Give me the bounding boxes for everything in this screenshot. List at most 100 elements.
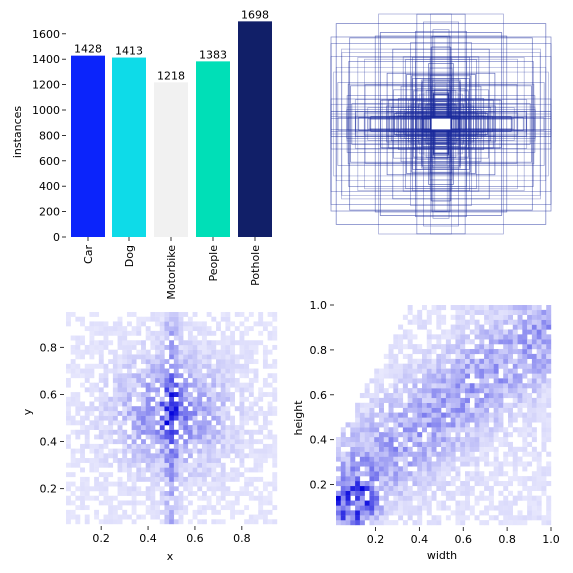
heatmap-cell [350, 461, 356, 467]
heatmap-cell [70, 312, 76, 317]
heatmap-cell [393, 344, 399, 350]
heatmap-cell [117, 392, 123, 397]
label-box [354, 99, 528, 149]
heatmap-cell [234, 509, 240, 515]
heatmap-cell [455, 446, 461, 452]
heatmap-cell [155, 486, 160, 492]
heatmap-cell [164, 359, 170, 365]
heatmap-cell [187, 326, 193, 332]
heatmap-cell [169, 458, 175, 463]
heatmap-cell [498, 363, 504, 369]
boxes-overlay-chart [330, 13, 552, 235]
heatmap-cell [541, 520, 547, 526]
heatmap-cell [355, 427, 361, 433]
heatmap-cell [126, 349, 132, 355]
heatmap-cell [527, 349, 533, 355]
heatmap-cell [211, 316, 217, 322]
heatmap-cell [239, 387, 245, 393]
heatmap-cell [159, 415, 165, 421]
heatmap-cell [178, 495, 184, 501]
heatmap-cell [364, 481, 370, 487]
heatmap-cell [546, 378, 552, 384]
heatmap-cell [536, 353, 542, 359]
heatmap-cell [393, 437, 399, 443]
heatmap-cell [248, 326, 254, 332]
heatmap-cell [474, 481, 480, 487]
heatmap-cell [426, 344, 432, 350]
heatmap-cell [84, 344, 90, 350]
heatmap-cell [211, 340, 217, 346]
heatmap-cell [239, 340, 245, 346]
heatmap-cell [192, 415, 198, 421]
heatmap-cell [197, 429, 203, 435]
heatmap-cell [488, 314, 494, 320]
heatmap-cell [197, 472, 203, 478]
heatmap-cell [70, 420, 76, 426]
heatmap-cell [136, 415, 142, 421]
heatmap-cell [192, 401, 198, 407]
heatmap-cell [398, 339, 404, 345]
heatmap-cell [531, 417, 537, 423]
heatmap-cell [84, 514, 90, 520]
heatmap-cell [225, 491, 231, 496]
bar-dog [112, 57, 146, 238]
heatmap-cell [383, 446, 389, 452]
heatmap-cell [126, 340, 132, 346]
heatmap-cell [178, 481, 184, 487]
heatmap-cell [173, 316, 179, 322]
heatmap-cell [112, 330, 118, 336]
heatmap-cell [98, 359, 104, 365]
heatmap-cell [234, 476, 240, 482]
heatmap-cell [122, 486, 128, 492]
heatmap-cell [512, 495, 518, 501]
heatmap-cell [258, 500, 264, 506]
heatmap-cell [178, 321, 184, 327]
heatmap-cell [503, 402, 509, 408]
heatmap-cell [407, 329, 413, 335]
heatmap-cell [159, 349, 165, 355]
heatmap-cell [262, 420, 268, 426]
heatmap-cell [455, 476, 461, 482]
heatmap-cell [503, 319, 509, 325]
heatmap-cell [522, 515, 528, 521]
heatmap-cell [122, 415, 128, 421]
label-box [416, 13, 466, 235]
heatmap-cell [541, 432, 547, 438]
heatmap-cell [197, 373, 203, 379]
heatmap-cell [479, 397, 485, 403]
heatmap-cell [469, 471, 475, 477]
heatmap-cell [340, 510, 346, 516]
heatmap-cell [450, 344, 456, 350]
heatmap-cell [431, 441, 437, 447]
heatmap-cell [173, 458, 179, 463]
heatmap-cell [187, 330, 193, 336]
heatmap-cell [239, 330, 245, 336]
heatmap-cell [159, 467, 165, 473]
heatmap-cell [460, 314, 466, 320]
heatmap-cell [108, 406, 114, 412]
heatmap-cell [436, 451, 442, 457]
heatmap-cell [94, 363, 100, 369]
heatmap-cell [183, 410, 189, 416]
heatmap-cell [484, 344, 490, 350]
heatmap-cell [178, 392, 184, 397]
heatmap-cell [248, 344, 254, 350]
heatmap-cell [546, 339, 552, 345]
heatmap-cell [488, 334, 494, 340]
heatmap-cell [98, 481, 104, 487]
heatmap-cell [359, 402, 365, 408]
heatmap-cell [94, 387, 100, 393]
heatmap-cell [216, 406, 221, 412]
heatmap-cell [192, 406, 198, 412]
heatmap-cell [522, 373, 528, 379]
heatmap-cell [108, 519, 114, 525]
heatmap-cell [94, 443, 100, 449]
heatmap-cell [155, 509, 160, 515]
heatmap-cell [89, 335, 95, 341]
heatmap-cell [253, 410, 259, 416]
heatmap-cell [220, 382, 226, 388]
heatmap-cell [522, 417, 528, 423]
heatmap-cell [460, 515, 466, 521]
heatmap-cell [122, 373, 128, 379]
